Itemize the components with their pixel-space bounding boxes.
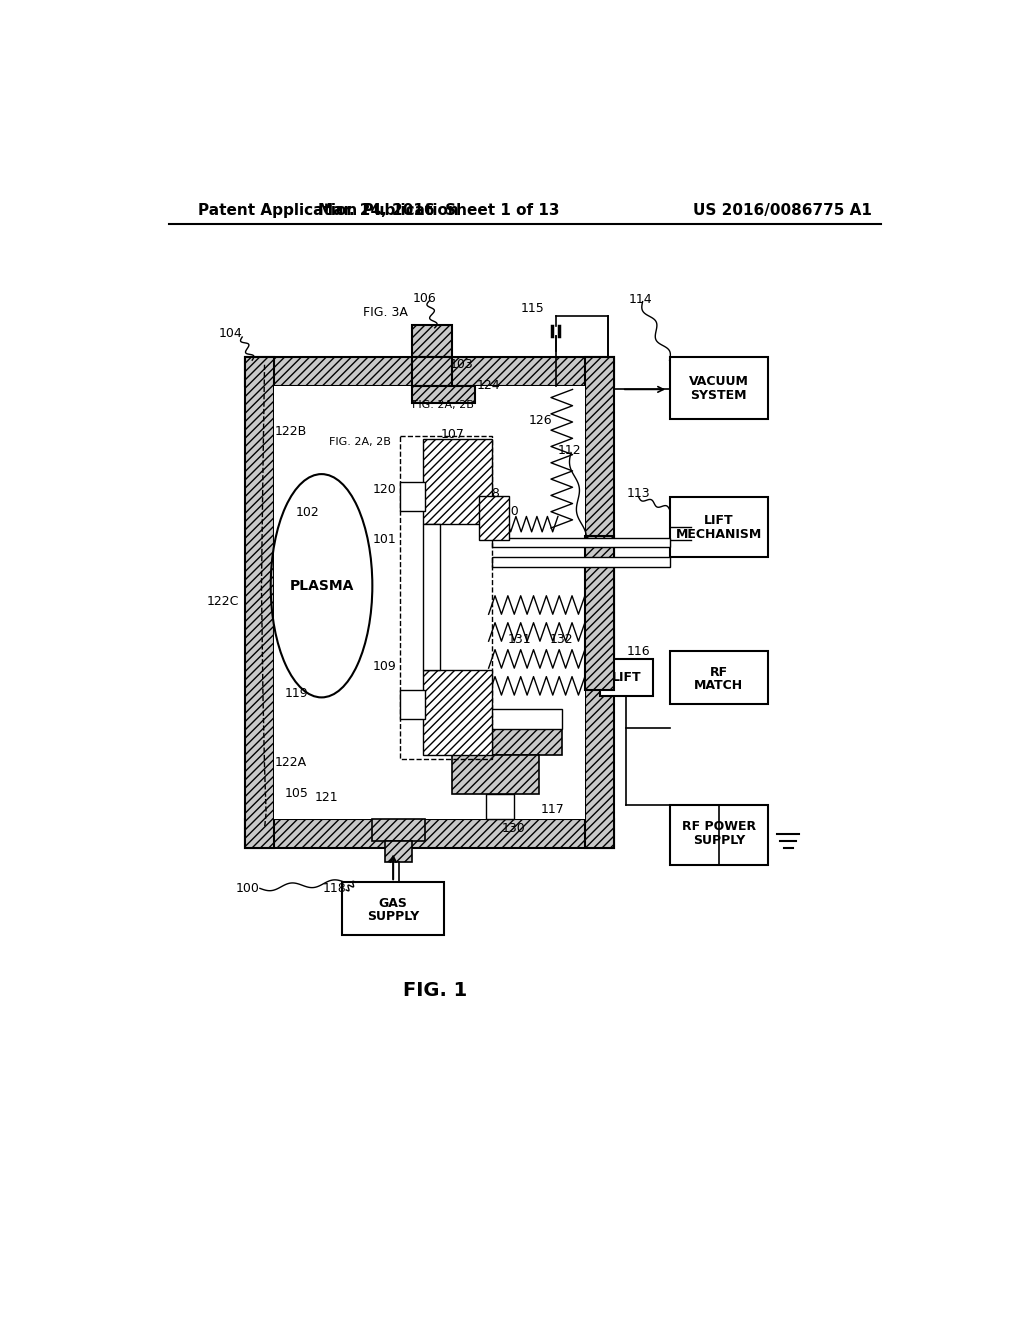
- Text: 111: 111: [505, 744, 529, 758]
- Bar: [670, 805, 768, 866]
- Bar: [423, 671, 493, 755]
- Text: LIFT: LIFT: [705, 513, 733, 527]
- Text: FIG. 2A, 2B: FIG. 2A, 2B: [329, 437, 391, 446]
- Text: FIG. 1: FIG. 1: [402, 981, 467, 999]
- Text: PLASMA: PLASMA: [290, 578, 353, 593]
- Text: 110: 110: [496, 504, 520, 517]
- Text: 122C: 122C: [207, 594, 240, 607]
- Bar: [600, 659, 652, 696]
- Bar: [273, 387, 585, 818]
- Text: 105: 105: [285, 787, 308, 800]
- Text: Patent Application Publication: Patent Application Publication: [199, 203, 459, 218]
- Bar: [486, 793, 514, 818]
- Text: FIG. 3A: FIG. 3A: [362, 306, 408, 319]
- Bar: [400, 482, 425, 511]
- Text: 131: 131: [508, 634, 531, 647]
- Bar: [245, 358, 273, 849]
- Text: 120: 120: [373, 483, 396, 496]
- Bar: [493, 557, 670, 566]
- Text: 108: 108: [477, 487, 501, 500]
- Text: 119: 119: [285, 686, 308, 700]
- Bar: [245, 818, 614, 849]
- Text: 115: 115: [520, 302, 545, 315]
- Bar: [412, 358, 452, 387]
- Bar: [670, 498, 768, 557]
- Text: 106: 106: [413, 292, 436, 305]
- Bar: [423, 524, 440, 671]
- Text: 104: 104: [219, 327, 243, 341]
- Text: 124: 124: [477, 379, 501, 392]
- Bar: [670, 651, 768, 704]
- Text: 126: 126: [528, 413, 552, 426]
- Text: SUPPLY: SUPPLY: [367, 909, 419, 923]
- Bar: [245, 358, 614, 387]
- Text: SYSTEM: SYSTEM: [690, 389, 748, 403]
- Text: 107: 107: [440, 428, 464, 441]
- Text: 109: 109: [373, 660, 396, 673]
- Text: 116: 116: [627, 644, 650, 657]
- Bar: [412, 387, 475, 404]
- Bar: [400, 436, 493, 759]
- Text: US 2016/0086775 A1: US 2016/0086775 A1: [692, 203, 871, 218]
- Bar: [423, 440, 493, 524]
- Text: 132: 132: [550, 634, 573, 647]
- Text: MECHANISM: MECHANISM: [676, 528, 762, 541]
- Text: RF: RF: [710, 667, 728, 680]
- Text: 100: 100: [236, 882, 259, 895]
- Text: 102: 102: [296, 506, 319, 519]
- Bar: [670, 358, 768, 418]
- Text: GAS: GAS: [379, 898, 408, 911]
- Text: SUPPLY: SUPPLY: [692, 834, 745, 847]
- Bar: [412, 325, 452, 358]
- Bar: [453, 755, 539, 793]
- Text: RF POWER: RF POWER: [682, 820, 756, 833]
- Text: 114: 114: [629, 293, 652, 306]
- Bar: [493, 539, 670, 548]
- Text: 103: 103: [450, 358, 473, 371]
- Bar: [431, 709, 562, 729]
- Text: 121: 121: [315, 791, 339, 804]
- Text: 118: 118: [323, 882, 346, 895]
- Text: 117: 117: [541, 803, 564, 816]
- Text: 122A: 122A: [274, 756, 307, 770]
- Bar: [479, 496, 509, 540]
- Text: VACUUM: VACUUM: [689, 375, 749, 388]
- Bar: [385, 841, 413, 862]
- Bar: [585, 358, 614, 849]
- Text: 101: 101: [373, 533, 396, 546]
- Text: Mar. 24, 2016  Sheet 1 of 13: Mar. 24, 2016 Sheet 1 of 13: [317, 203, 559, 218]
- Text: FIG. 2A, 2B: FIG. 2A, 2B: [413, 400, 474, 409]
- Text: LIFT: LIFT: [611, 671, 641, 684]
- Text: 112: 112: [558, 445, 582, 458]
- Text: 122B: 122B: [274, 425, 307, 438]
- Bar: [585, 536, 614, 689]
- Bar: [373, 818, 425, 841]
- Bar: [400, 689, 425, 719]
- Text: MATCH: MATCH: [694, 678, 743, 692]
- Text: 130: 130: [502, 822, 526, 834]
- Bar: [431, 729, 562, 755]
- Bar: [342, 882, 444, 935]
- Text: 113: 113: [627, 487, 650, 500]
